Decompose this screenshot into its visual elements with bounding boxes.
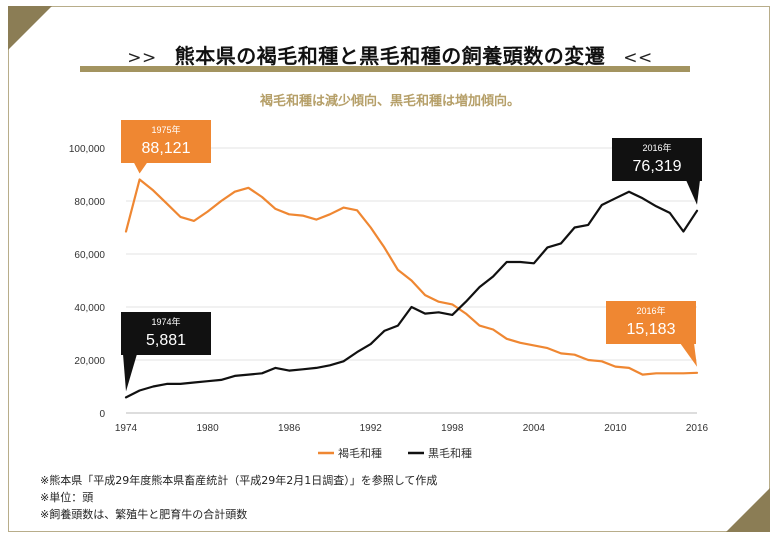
callout-value-label: 15,183	[627, 321, 676, 338]
title-arrow-right: <<	[623, 48, 653, 68]
callout-black-1974: 1974年 5,881	[121, 312, 211, 392]
legend-item-black: 黒毛和種	[408, 446, 472, 460]
callout-pointer	[680, 343, 697, 367]
legend-label: 黒毛和種	[428, 446, 472, 460]
corner-decoration-bottom-right	[726, 488, 770, 532]
chart-subtitle: 褐毛和種は減少傾向、黒毛和種は増加傾向。	[259, 94, 520, 109]
title-arrow-left: >>	[127, 48, 157, 68]
callout-year-label: 2016年	[636, 305, 665, 316]
callout-pointer	[123, 354, 137, 392]
x-tick-label: 2004	[523, 423, 546, 434]
y-tick-label: 0	[99, 409, 105, 420]
x-tick-label: 2016	[686, 423, 709, 434]
footnote-definition: ※飼養頭数は、繁殖牛と肥育牛の合計頭数	[40, 508, 248, 521]
footnote-source: ※熊本県「平成29年度熊本県畜産統計（平成29年2月1日調査）」を参照して作成	[40, 474, 438, 487]
legend-label: 褐毛和種	[338, 446, 382, 460]
callout-year-label: 1975年	[151, 124, 180, 135]
corner-decoration-top-left	[8, 6, 52, 50]
x-tick-label: 1980	[196, 423, 219, 434]
callout-box	[606, 301, 696, 344]
x-tick-label: 1974	[115, 423, 138, 434]
footnote-unit: ※単位：頭	[40, 491, 94, 504]
x-tick-label: 2010	[604, 423, 627, 434]
callout-box	[612, 138, 702, 181]
callout-box	[121, 312, 211, 355]
series-line-black	[124, 190, 699, 399]
callout-value-label: 88,121	[142, 140, 191, 157]
callout-pointer	[133, 162, 148, 174]
callout-year-label: 2016年	[642, 142, 671, 153]
series-line-brown	[124, 178, 699, 376]
chart-frame	[8, 6, 770, 532]
callout-value-label: 5,881	[146, 332, 186, 349]
x-tick-label: 1986	[278, 423, 301, 434]
legend-item-brown: 褐毛和種	[318, 446, 382, 460]
y-tick-label: 40,000	[74, 303, 105, 314]
callout-box	[121, 120, 211, 163]
y-tick-label: 80,000	[74, 197, 105, 208]
y-tick-label: 20,000	[74, 356, 105, 367]
callout-brown-2016: 2016年 15,183	[606, 301, 697, 367]
y-tick-label: 60,000	[74, 250, 105, 261]
callout-pointer	[686, 180, 700, 205]
x-tick-label: 1992	[360, 423, 383, 434]
callout-value-label: 76,319	[633, 158, 682, 175]
title-text: 熊本県の褐毛和種と黒毛和種の飼養頭数の変遷	[174, 44, 606, 68]
y-tick-label: 100,000	[69, 144, 106, 155]
callout-black-2016: 2016年 76,319	[612, 138, 702, 205]
x-tick-label: 1998	[441, 423, 464, 434]
page-title: >> 熊本県の褐毛和種と黒毛和種の飼養頭数の変遷 <<	[0, 40, 780, 69]
title-underline-bar	[80, 66, 690, 72]
footnotes: ※熊本県「平成29年度熊本県畜産統計（平成29年2月1日調査）」を参照して作成 …	[40, 472, 437, 523]
callout-brown-1975: 1975年 88,121	[121, 120, 211, 174]
callout-year-label: 1974年	[151, 316, 180, 327]
